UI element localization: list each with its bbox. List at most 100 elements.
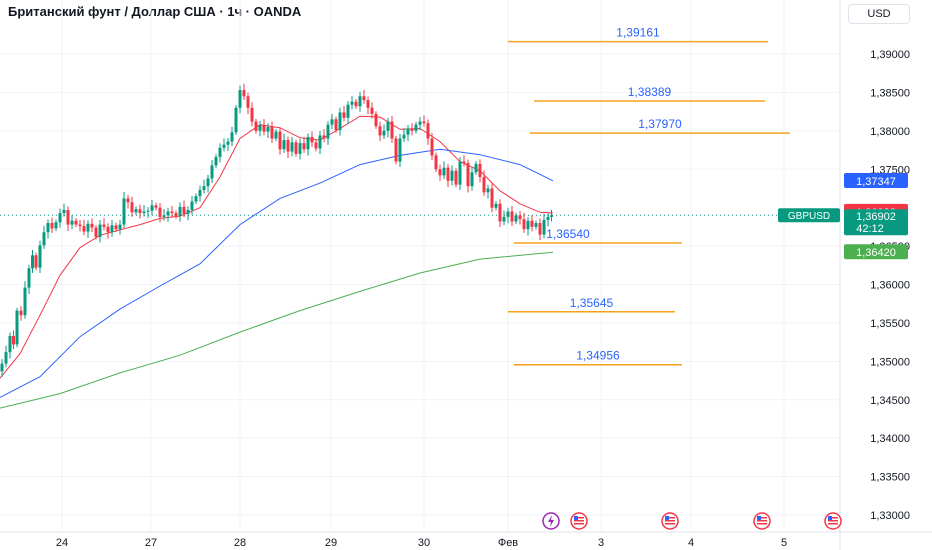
candle-body <box>522 219 526 230</box>
candle-body <box>458 161 462 185</box>
flag-stripe <box>828 523 838 525</box>
candle-body <box>202 186 206 190</box>
candle-body <box>462 161 466 164</box>
candle-body <box>82 226 86 232</box>
price-tick-label: 1,33000 <box>870 510 910 522</box>
candle-body <box>182 206 186 214</box>
moving-averages <box>0 115 554 409</box>
price-tick-label: 1,33500 <box>870 472 910 484</box>
candle-body <box>434 155 438 170</box>
time-tick-label: 29 <box>325 537 337 549</box>
candle-body <box>114 225 118 230</box>
candle-body <box>466 163 470 187</box>
candle-body <box>170 211 174 214</box>
candle-body <box>386 121 390 131</box>
candle-body <box>346 104 350 118</box>
candle-body <box>266 126 270 132</box>
candle-body <box>370 107 374 114</box>
flag-canton <box>828 516 832 520</box>
candle-body <box>450 170 454 181</box>
candle-body <box>534 223 538 227</box>
currency-button[interactable]: USD <box>848 4 910 24</box>
candle-body <box>514 215 518 222</box>
time-tick-label: 5 <box>781 537 787 549</box>
flag-canton <box>665 516 669 520</box>
candle-body <box>98 224 102 237</box>
candle-body <box>94 227 98 237</box>
candle-body <box>526 220 530 230</box>
candle-body <box>54 222 58 229</box>
price-tick-label: 1,38500 <box>870 87 910 99</box>
candle-body <box>130 202 134 213</box>
candle-body <box>42 232 46 246</box>
candle-body <box>422 121 426 124</box>
flag-stripe <box>828 520 838 522</box>
candle-body <box>38 245 42 268</box>
candle-body <box>454 170 458 185</box>
time-tick-label: 24 <box>56 537 68 549</box>
time-tick-label: 28 <box>234 537 246 549</box>
candle-body <box>474 163 478 173</box>
level-label: 1,38389 <box>628 85 672 99</box>
candle-body <box>198 189 202 197</box>
candle-body <box>62 209 66 214</box>
candle-body <box>550 215 553 217</box>
candle-body <box>398 138 402 162</box>
candle-body <box>206 178 210 187</box>
candle-body <box>50 223 54 229</box>
countdown-text: 42:12 <box>856 223 884 235</box>
flag-stripe <box>757 523 767 525</box>
candle-body <box>318 135 322 149</box>
symbol-tag: GBPUSD <box>788 211 830 222</box>
candle-body <box>294 142 298 154</box>
time-axis: 24 27 28 29 30 Фев 3 4 5 <box>56 537 787 549</box>
candle-body <box>406 128 410 135</box>
candle-body <box>270 126 274 139</box>
price-tick-label: 1,34500 <box>870 395 910 407</box>
candle-body <box>58 213 62 223</box>
candle-body <box>0 363 4 372</box>
candle-body <box>186 209 190 214</box>
candle-body <box>234 107 238 133</box>
candle-body <box>378 126 382 136</box>
price-label-box <box>844 244 908 260</box>
candle-body <box>326 124 330 139</box>
candle-body <box>34 255 38 268</box>
price-axis: 1,390001,385001,380001,375001,365001,360… <box>870 49 910 522</box>
level-label: 1,35645 <box>570 296 614 310</box>
moving-average-line-1 <box>0 115 554 379</box>
candle-body <box>242 90 246 97</box>
price-label-text: 1,36420 <box>856 247 896 259</box>
candle-body <box>498 203 502 222</box>
candle-body <box>470 172 474 187</box>
flag-stripe <box>574 517 584 519</box>
candle-body <box>134 209 138 213</box>
candle-body <box>310 136 314 143</box>
candle-body <box>138 209 142 214</box>
candle-body <box>334 119 338 131</box>
level-label: 1,34956 <box>576 349 620 363</box>
lightning-glyph <box>548 515 554 527</box>
level-label: 1,37970 <box>638 117 682 131</box>
candle-body <box>218 147 222 157</box>
candle-body <box>282 140 286 150</box>
price-tick-label: 1,36000 <box>870 280 910 292</box>
candle-body <box>230 132 234 142</box>
candle-body <box>118 224 122 230</box>
flag-stripe <box>757 520 767 522</box>
candle-body <box>4 352 8 364</box>
candle-body <box>354 101 358 107</box>
candle-body <box>110 225 114 233</box>
candle-body <box>238 90 242 108</box>
candle-body <box>494 203 498 208</box>
candle-body <box>178 206 182 217</box>
candle-body <box>27 268 31 288</box>
candle-body <box>546 216 550 220</box>
moving-average-line-3 <box>0 251 554 409</box>
flag-stripe <box>828 517 838 519</box>
candle-body <box>410 128 414 131</box>
price-label-text: 1,37347 <box>856 176 896 188</box>
candle-body <box>290 142 294 152</box>
flag-stripe <box>574 523 584 525</box>
